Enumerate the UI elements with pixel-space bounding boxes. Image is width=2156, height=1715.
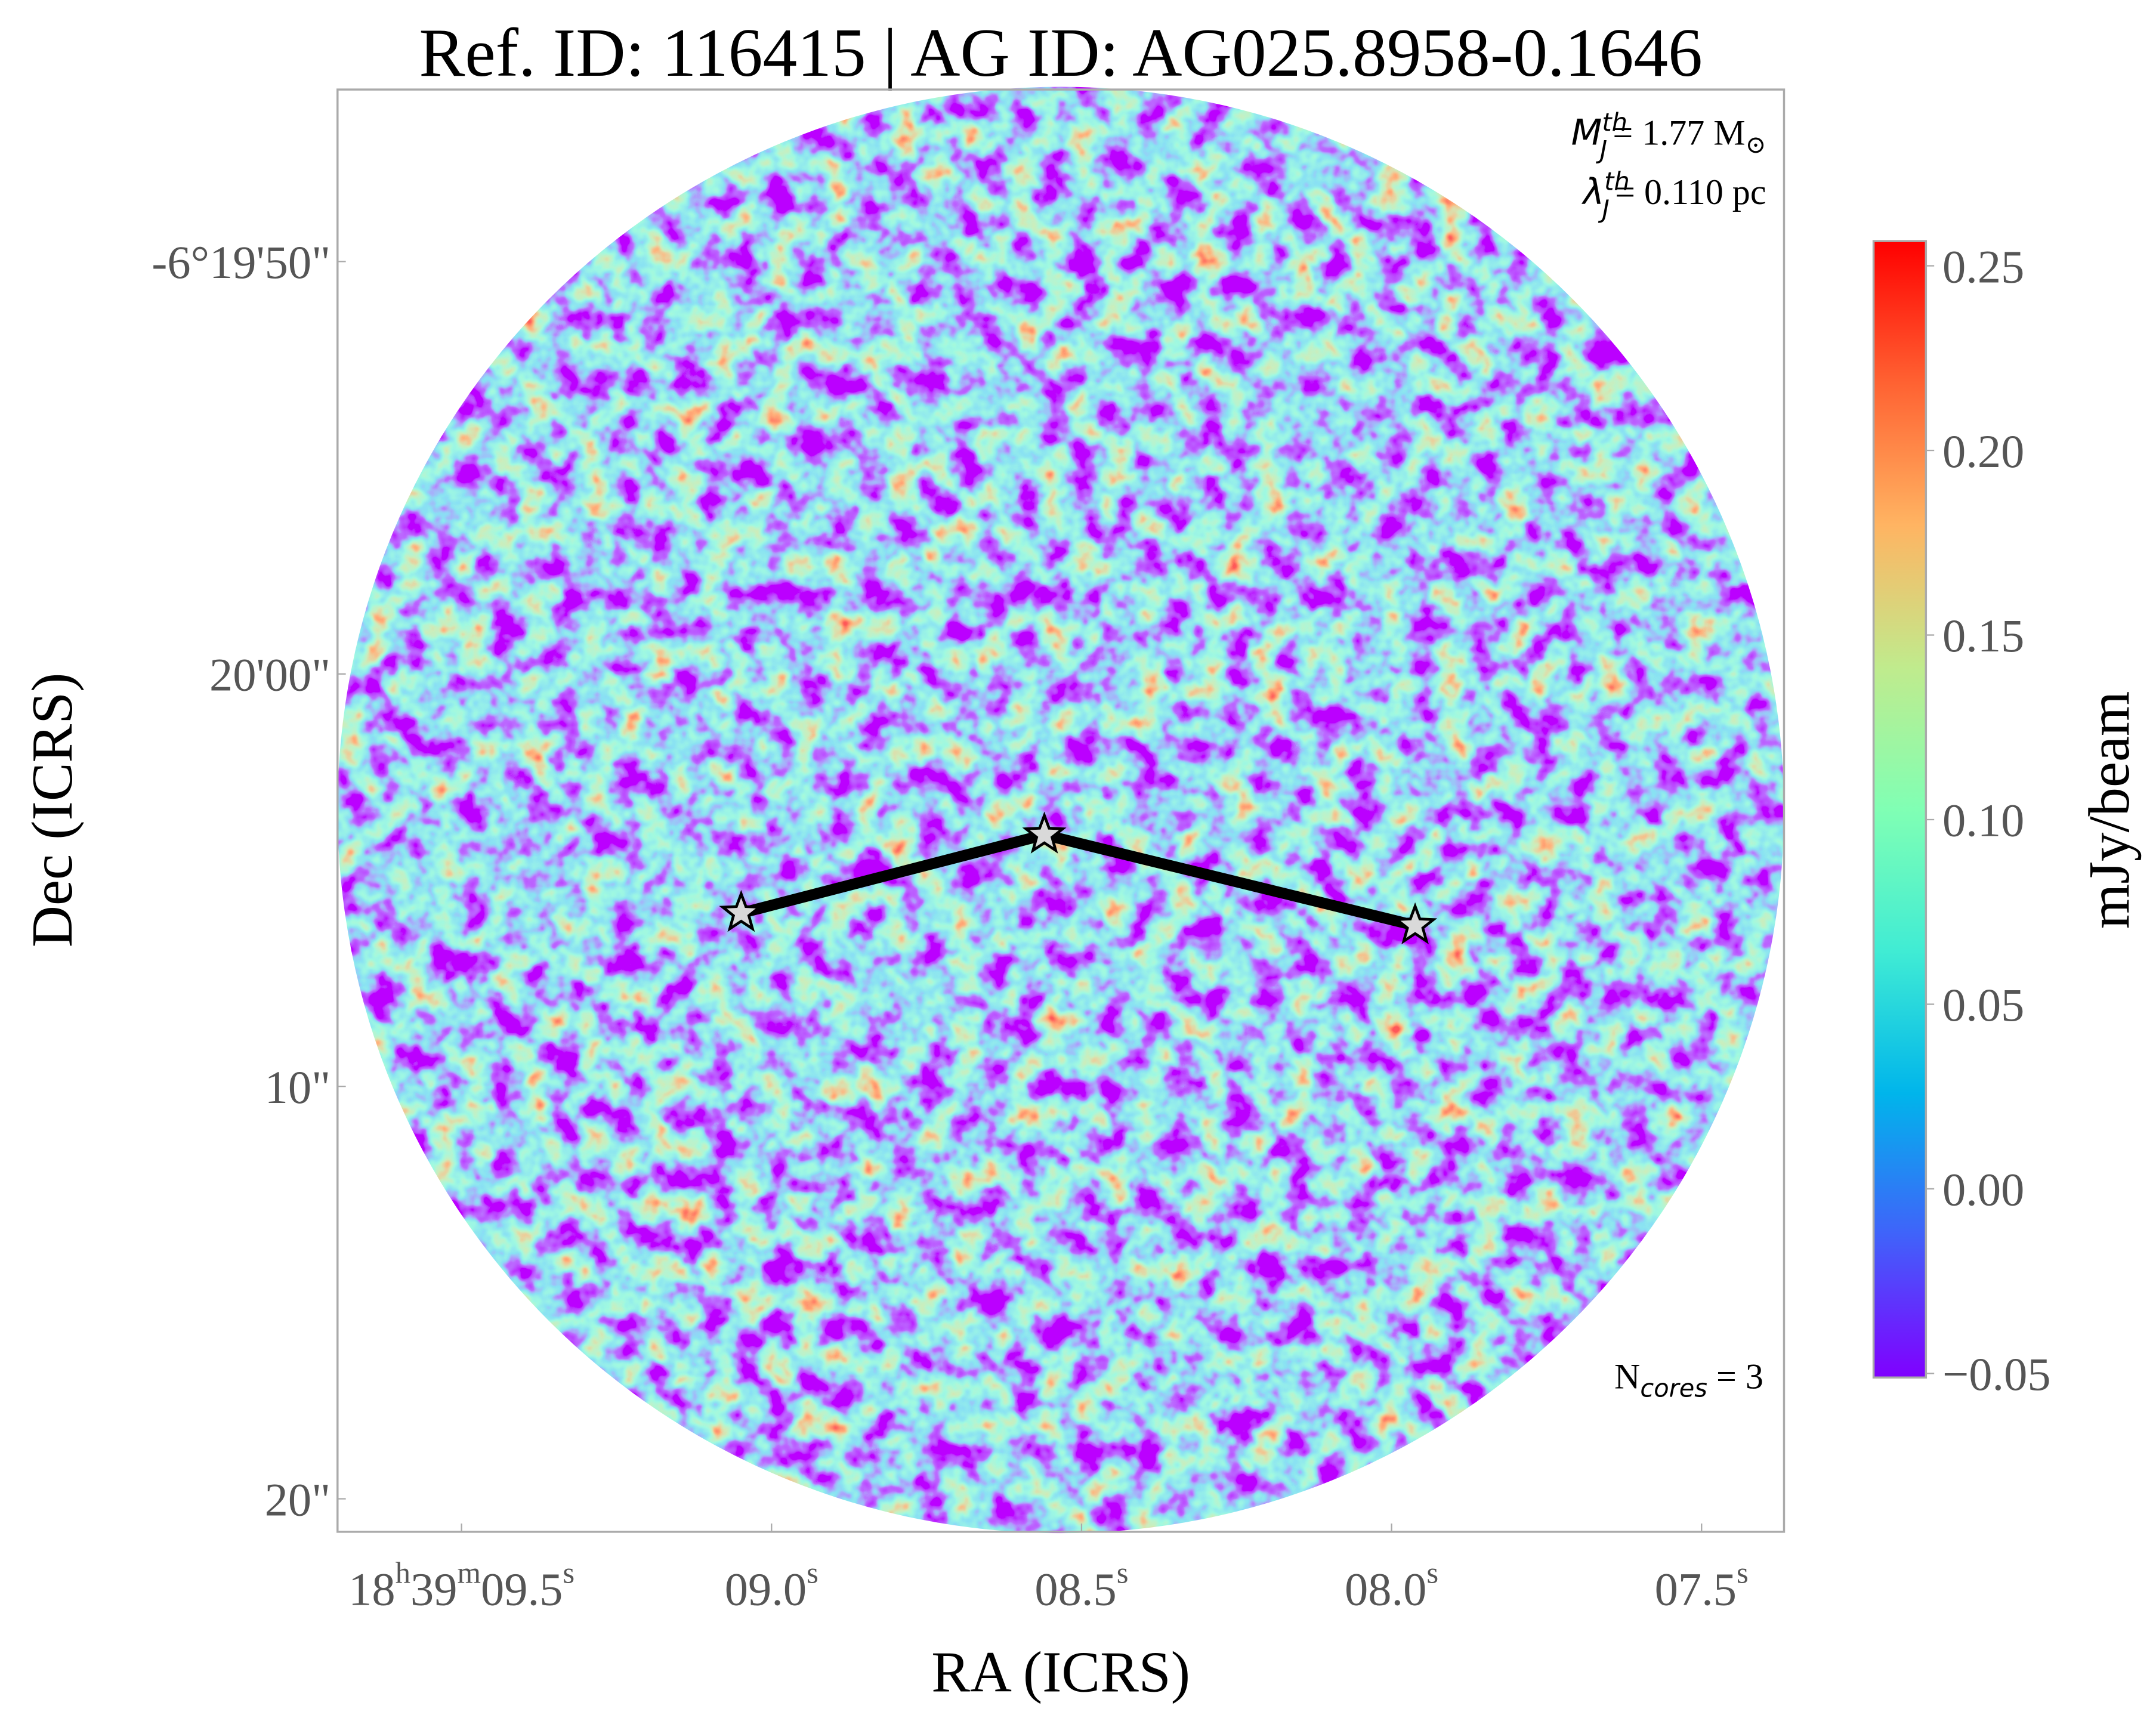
unit-sup: s: [563, 1556, 574, 1589]
digits: 07.5: [1655, 1563, 1737, 1615]
colorbar-tick-label: −0.05: [1942, 1348, 2051, 1400]
noise-field: [337, 86, 1784, 1534]
y-tick-label: 10": [265, 1061, 331, 1113]
colorbar-tick-label: 0.20: [1942, 425, 2024, 477]
text: = 1.77 M: [1613, 112, 1745, 152]
frame: [336, 88, 1786, 1533]
digits: 08.5: [1034, 1563, 1116, 1615]
sub: cores: [1640, 1374, 1707, 1403]
title: Ref. ID: 116415 | AG ID: AG025.8958-0.16…: [419, 14, 1702, 91]
digits: 09.0: [725, 1563, 807, 1615]
colorbar-tick-label: 0.15: [1942, 610, 2024, 662]
symbol: N: [1614, 1356, 1640, 1396]
unit-sup: s: [1426, 1556, 1438, 1589]
x-tick-label: 18h39m09.5s: [348, 1556, 574, 1615]
intensity-map: [337, 86, 1784, 1534]
jeans-mass: Mth J = 1.77 M⊙: [1571, 107, 1766, 164]
jeans-length: λth J = 0.110 pc: [1582, 167, 1766, 224]
colorbar-tick-label: 0.25: [1942, 240, 2024, 292]
text: = 3: [1707, 1356, 1763, 1396]
x-tick-label: 08.0s: [1345, 1556, 1438, 1615]
core: [1393, 902, 1438, 945]
y-axis-label: Dec (ICRS): [20, 673, 84, 948]
unit-sup: s: [807, 1556, 818, 1589]
unit-sup: s: [1737, 1556, 1749, 1589]
colorbar-label: mJy/beam: [2077, 691, 2141, 929]
digits: 08.0: [1345, 1563, 1426, 1615]
core: [719, 889, 764, 932]
digits: 09.5: [481, 1563, 563, 1615]
unit-sub: ⊙: [1746, 131, 1766, 158]
colorbar-tick-label: 0.00: [1942, 1164, 2024, 1216]
digits: 39: [410, 1563, 458, 1615]
sup: th: [1604, 167, 1630, 196]
symbol: M: [1571, 112, 1602, 153]
unit-sup: m: [458, 1556, 481, 1589]
colorbar: [1872, 240, 1928, 1379]
x-axis-label: RA (ICRS): [931, 1640, 1190, 1704]
x-tick-label: 07.5s: [1655, 1556, 1749, 1615]
y-tick-label: -6°19'50": [152, 236, 330, 288]
sup: th: [1602, 107, 1627, 137]
symbol: λ: [1582, 171, 1605, 213]
digits: 18: [348, 1563, 396, 1615]
x-tick-label: 08.5s: [1034, 1556, 1128, 1615]
colorbar-tick-label: 0.10: [1942, 795, 2024, 846]
y-tick-label: 20'00": [209, 649, 330, 701]
x-tick-label: 09.0s: [725, 1556, 818, 1615]
core: [1022, 811, 1067, 854]
unit-sup: s: [1117, 1556, 1129, 1589]
y-tick-label: 20": [265, 1473, 331, 1525]
unit-sup: h: [396, 1556, 410, 1589]
colorbar-tick-label: 0.05: [1942, 979, 2024, 1031]
text: = 0.110 pc: [1615, 172, 1766, 212]
core-count: Ncores = 3: [1614, 1356, 1763, 1403]
